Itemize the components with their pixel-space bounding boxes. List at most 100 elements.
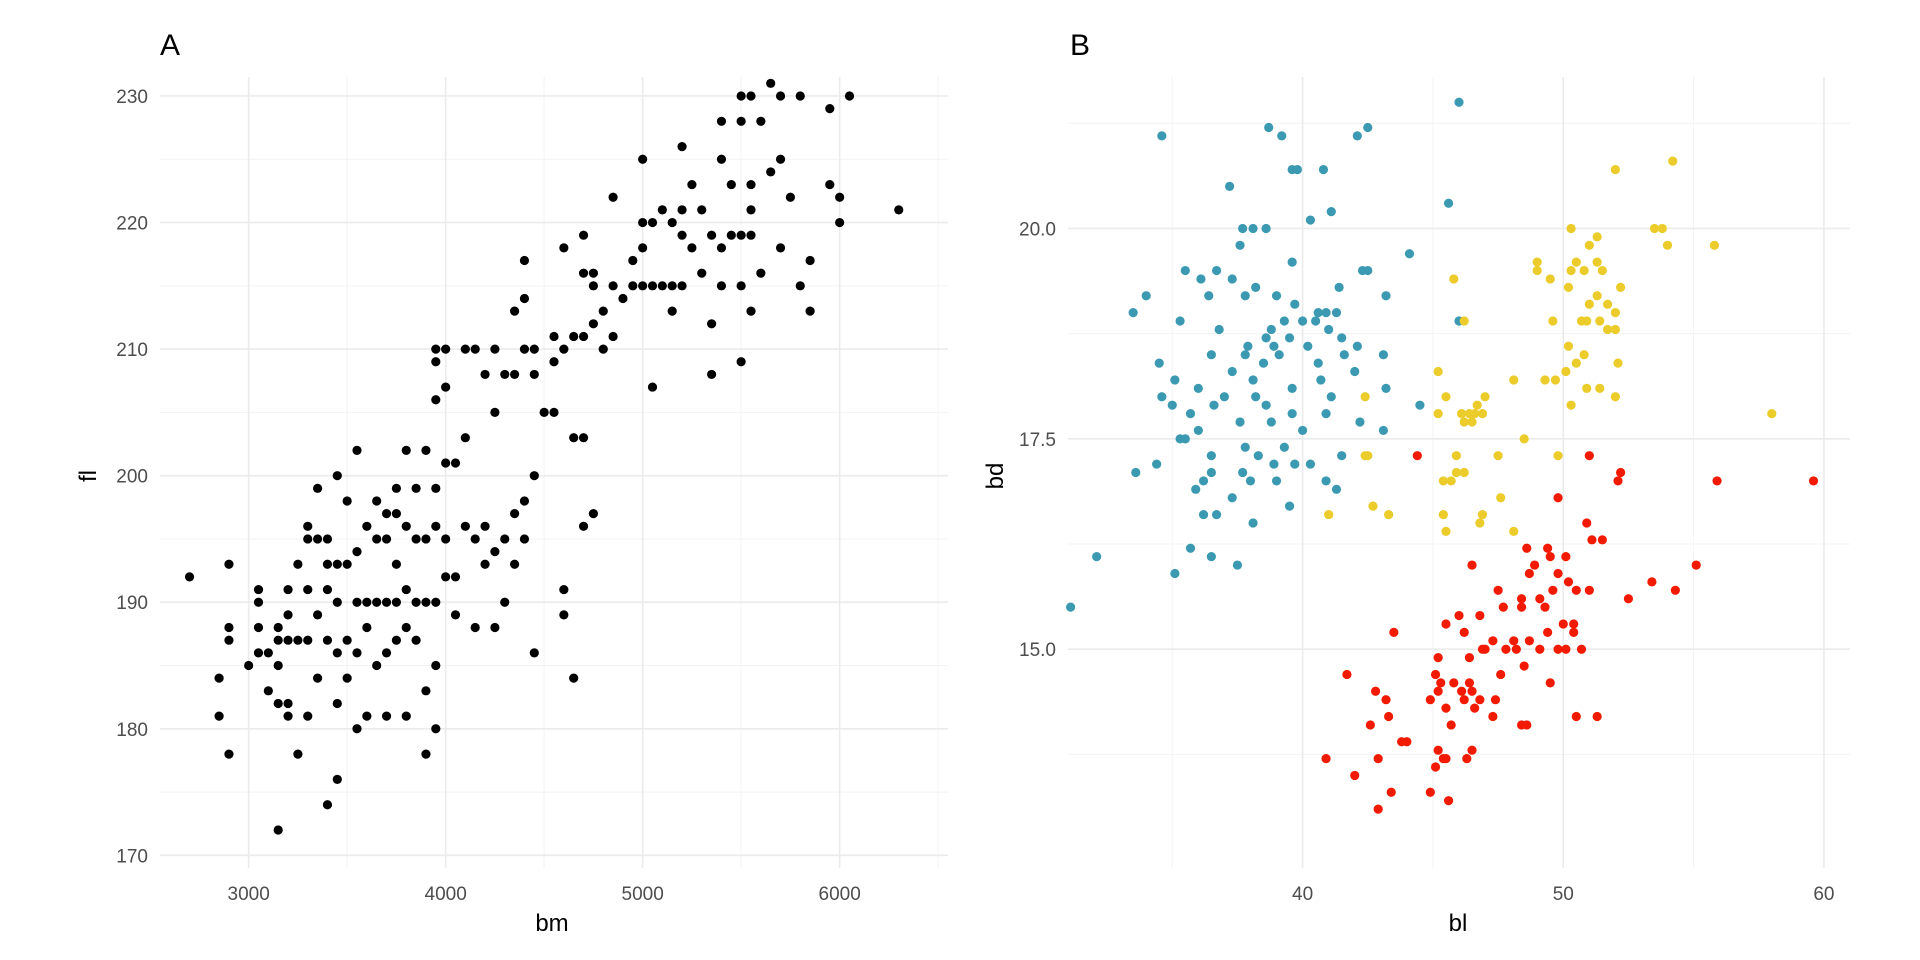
- data-point: [1193, 383, 1203, 393]
- data-point: [775, 91, 786, 101]
- data-point: [381, 597, 392, 607]
- data-point: [539, 407, 549, 417]
- data-point: [1488, 636, 1498, 646]
- data-point: [509, 559, 520, 569]
- data-point: [1709, 240, 1720, 250]
- data-point: [1459, 316, 1469, 326]
- data-point: [716, 281, 727, 291]
- data-point: [1266, 417, 1276, 427]
- data-point: [1519, 434, 1529, 444]
- data-point: [303, 521, 313, 531]
- data-point: [381, 648, 392, 658]
- data-point: [726, 179, 736, 190]
- data-point: [1363, 122, 1373, 133]
- data-point: [1339, 350, 1349, 360]
- data-point: [441, 382, 451, 392]
- data-point: [273, 622, 283, 633]
- data-point: [1649, 223, 1660, 234]
- data-point: [1516, 594, 1527, 604]
- data-point: [1316, 375, 1326, 385]
- data-point: [766, 167, 776, 177]
- data-point: [1321, 754, 1331, 764]
- data-point: [352, 724, 362, 734]
- data-point: [529, 648, 539, 658]
- data-point: [322, 584, 333, 595]
- data-point: [1524, 636, 1534, 646]
- data-point: [746, 230, 756, 240]
- data-point: [1261, 333, 1271, 343]
- data-point: [1206, 552, 1216, 562]
- data-point: [785, 192, 796, 202]
- data-point: [431, 521, 441, 531]
- data-point: [569, 331, 579, 342]
- data-point: [1204, 291, 1214, 301]
- data-point: [401, 584, 411, 595]
- data-point: [1477, 509, 1488, 520]
- data-point: [1509, 636, 1519, 646]
- data-point: [1454, 610, 1464, 621]
- data-point: [1553, 644, 1563, 654]
- data-point: [441, 344, 451, 354]
- data-point: [1571, 257, 1581, 267]
- y-tick-label: 15.0: [1019, 640, 1056, 661]
- data-point: [1584, 240, 1594, 250]
- data-point: [332, 597, 342, 607]
- data-point: [736, 281, 746, 291]
- data-point: [1326, 392, 1336, 402]
- data-point: [411, 597, 421, 607]
- data-point: [697, 268, 707, 278]
- data-point: [1360, 392, 1370, 402]
- data-point: [1430, 669, 1441, 680]
- data-point: [500, 534, 510, 544]
- panel-a-x-axis-title: bm: [535, 910, 568, 937]
- data-point: [1264, 122, 1274, 133]
- data-point: [588, 509, 599, 519]
- data-point: [224, 622, 234, 633]
- data-point: [1467, 745, 1477, 755]
- data-point: [509, 509, 520, 519]
- data-point: [1365, 720, 1375, 730]
- data-point: [322, 534, 333, 544]
- data-point: [1509, 526, 1519, 537]
- data-point: [1532, 257, 1542, 267]
- y-tick-label: 17.5: [1019, 430, 1056, 451]
- data-point: [1457, 408, 1467, 419]
- data-point: [1251, 282, 1261, 292]
- data-point: [1467, 560, 1477, 570]
- data-point: [401, 622, 411, 633]
- data-point: [608, 331, 618, 342]
- data-point: [519, 344, 530, 354]
- data-point: [253, 648, 264, 658]
- data-point: [303, 584, 313, 595]
- data-point: [1350, 366, 1360, 377]
- data-point: [1464, 678, 1475, 688]
- data-point: [628, 255, 638, 266]
- data-point: [1355, 417, 1365, 427]
- data-point: [894, 205, 904, 215]
- data-point: [381, 534, 392, 544]
- data-point: [1543, 627, 1553, 637]
- data-point: [509, 369, 520, 380]
- data-point: [1582, 383, 1592, 393]
- data-point: [1334, 282, 1344, 292]
- data-point: [1587, 535, 1597, 545]
- data-point: [1284, 501, 1295, 511]
- data-point: [362, 711, 372, 721]
- data-point: [431, 395, 441, 405]
- data-point: [1545, 678, 1555, 688]
- data-point: [1269, 459, 1279, 469]
- data-point: [1535, 594, 1545, 604]
- data-point: [1563, 577, 1574, 587]
- data-point: [1290, 459, 1300, 469]
- data-point: [1472, 400, 1482, 410]
- data-point: [1248, 375, 1258, 385]
- data-point: [1363, 451, 1373, 461]
- data-point: [214, 711, 224, 721]
- data-point: [313, 673, 323, 683]
- data-point: [1441, 619, 1451, 629]
- data-point: [608, 192, 618, 202]
- data-point: [1524, 568, 1534, 579]
- data-point: [1522, 543, 1532, 553]
- data-point: [519, 496, 530, 506]
- data-point: [1602, 324, 1613, 335]
